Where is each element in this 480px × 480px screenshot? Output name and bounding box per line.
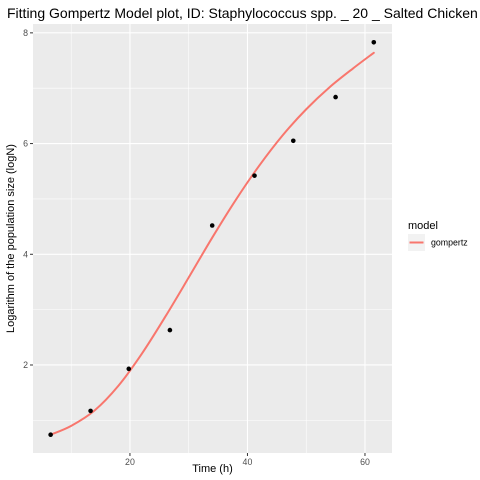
data-point (371, 39, 377, 45)
observed-points (48, 39, 377, 438)
y-tick-label: 8 (23, 28, 28, 38)
legend: model gompertz (408, 220, 468, 251)
data-point (333, 94, 338, 100)
x-tick-label: 60 (360, 457, 370, 467)
major-grid (33, 24, 392, 453)
data-point (290, 138, 296, 144)
y-tick-label: 4 (23, 249, 28, 259)
x-axis-title: Time (h) (192, 463, 233, 475)
x-tick-label: 20 (125, 457, 135, 467)
chart-title: Fitting Gompertz Model plot, ID: Staphyl… (7, 5, 480, 21)
data-point (209, 223, 215, 228)
y-axis: 2 4 6 8 (23, 28, 33, 370)
fitted-curves (49, 51, 375, 436)
data-point (252, 173, 257, 178)
minor-grid (33, 24, 392, 453)
x-axis: 20 40 60 (125, 453, 370, 467)
legend-title: model (408, 220, 438, 232)
data-point (88, 408, 93, 414)
y-tick-label: 2 (23, 360, 28, 370)
data-point (167, 327, 173, 333)
legend-entries: gompertz (408, 234, 468, 251)
series-line-gompertz (49, 51, 375, 436)
y-tick-label: 6 (23, 139, 28, 149)
data-point (48, 432, 53, 438)
y-axis-title: Logarithm of the population size (logN) (5, 144, 17, 333)
legend-label: gompertz (431, 238, 468, 248)
x-tick-label: 40 (243, 457, 253, 467)
data-point (126, 366, 132, 372)
